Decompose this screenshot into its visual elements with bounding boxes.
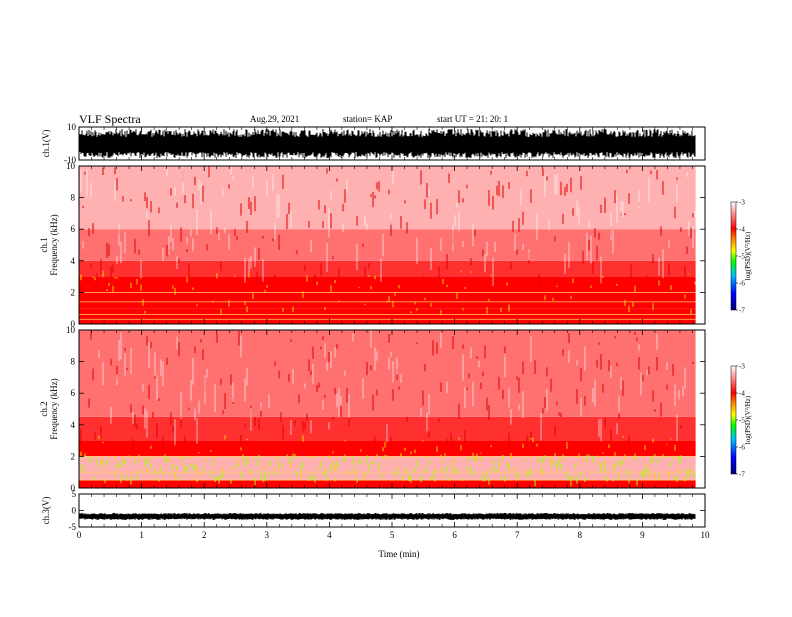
- y-axis-label: Frequency (kHz): [49, 378, 59, 439]
- y-tick-label-0: 0: [71, 483, 76, 493]
- colorbar-2: -3 -4 -5 -6 -7 log(PSD)(V²/Hz): [730, 363, 752, 479]
- colorbar-tick-label--7: -7: [739, 307, 745, 315]
- y-tick-label-8: 8: [71, 357, 76, 367]
- spectrogram-white-streaks: [98, 330, 686, 446]
- x-tick-label-7: 7: [515, 530, 520, 540]
- colorbar-tick-label--6: -6: [739, 444, 745, 452]
- channel-1-spectrogram-panel: 0 2 4 6 8 10 ch.1 Frequency (kHz): [39, 161, 706, 329]
- colorbar-tick-label--4: -4: [739, 226, 745, 234]
- y-tick-label-6: 6: [71, 388, 76, 398]
- figure-title: VLF Spectra: [79, 112, 141, 126]
- spectrogram-band-4: [79, 229, 696, 261]
- start-time-label: start UT = 21: 20: 1: [437, 114, 508, 124]
- y-tick-label-10: 10: [67, 122, 77, 132]
- y-tick-label-0: 0: [71, 319, 76, 329]
- y-tick-label-10: 10: [66, 161, 76, 171]
- x-tick-label-10: 10: [701, 530, 711, 540]
- y-tick-label--10: -10: [64, 155, 76, 165]
- y-tick-label-6: 6: [71, 224, 76, 234]
- spectrogram-band-1: [79, 292, 696, 309]
- colorbar-tick-label--5: -5: [739, 253, 745, 261]
- x-tick-label-9: 9: [640, 530, 645, 540]
- y-tick-label-8: 8: [71, 193, 76, 203]
- x-tick-label-4: 4: [327, 530, 332, 540]
- colorbar-label: log(PSD)(V²/Hz): [744, 395, 752, 444]
- y-tick-label-4: 4: [71, 420, 76, 430]
- colorbar-gradient: [730, 365, 737, 475]
- y-tick-label-2: 2: [71, 287, 76, 297]
- y-axis-label: ch.1(V): [41, 130, 51, 158]
- y-tick-label-10: 10: [66, 325, 76, 335]
- spectrogram-band-3: [79, 260, 696, 277]
- colorbar-tick-label--3: -3: [739, 363, 745, 371]
- y-tick-label--5: -5: [69, 522, 77, 532]
- colorbar-tick-label--7: -7: [739, 471, 745, 479]
- colorbar-tick-label--4: -4: [739, 390, 745, 398]
- spectrogram-band-2: [79, 276, 696, 293]
- y-axis-label: Frequency (kHz): [49, 214, 59, 275]
- y-axis-label: ch.3(V): [41, 497, 51, 525]
- spectrogram-band-5: [79, 330, 696, 417]
- colorbar-gradient: [730, 201, 737, 311]
- x-axis-label: Time (min): [379, 549, 420, 559]
- y-tick-label-0: 0: [72, 506, 77, 516]
- colorbar-1: -3 -4 -5 -6 -7 log(PSD)(V²/Hz): [730, 199, 752, 315]
- colorbar-tick-label--3: -3: [739, 199, 745, 207]
- y-tick-label-4: 4: [71, 256, 76, 266]
- x-tick-label-6: 6: [452, 530, 457, 540]
- channel-1-waveform-panel: 10 -10 ch.1(V): [41, 122, 706, 165]
- x-tick-label-8: 8: [578, 530, 583, 540]
- x-tick-label-0: 0: [77, 530, 82, 540]
- spectrogram-band-5: [79, 166, 696, 230]
- spectrogram-band-0: [79, 308, 696, 324]
- y-axis-prefix: ch.2: [39, 401, 49, 416]
- colorbar-tick-label--6: -6: [739, 280, 745, 288]
- colorbar-label: log(PSD)(V²/Hz): [744, 231, 752, 280]
- x-tick-label-2: 2: [202, 530, 207, 540]
- station-label: station= KAP: [343, 114, 392, 124]
- x-tick-label-5: 5: [390, 530, 395, 540]
- spectrogram-band-0: [79, 480, 696, 488]
- ch3-waveform-trace: [78, 512, 696, 520]
- ch1-waveform-trace: [78, 129, 696, 158]
- spectrogram-band-1: [79, 472, 696, 481]
- y-tick-label-5: 5: [72, 489, 77, 499]
- y-axis-prefix: ch.1: [39, 237, 49, 252]
- spectrogram-red-streaks: [82, 166, 694, 289]
- channel-3-waveform-panel: 50-5ch.3(V)0 1 2 3 4 5 6 7 8 9 10: [41, 489, 710, 540]
- x-tick-label-1: 1: [139, 530, 144, 540]
- x-tick-label-3: 3: [265, 530, 270, 540]
- date-label: Aug.29, 2021: [250, 114, 299, 124]
- colorbar-tick-label--5: -5: [739, 417, 745, 425]
- y-tick-label-2: 2: [71, 451, 76, 461]
- channel-2-spectrogram-panel: 0 2 4 6 8 10 ch.2 Frequency (kHz): [39, 325, 706, 493]
- spectrogram-band-3: [79, 440, 696, 457]
